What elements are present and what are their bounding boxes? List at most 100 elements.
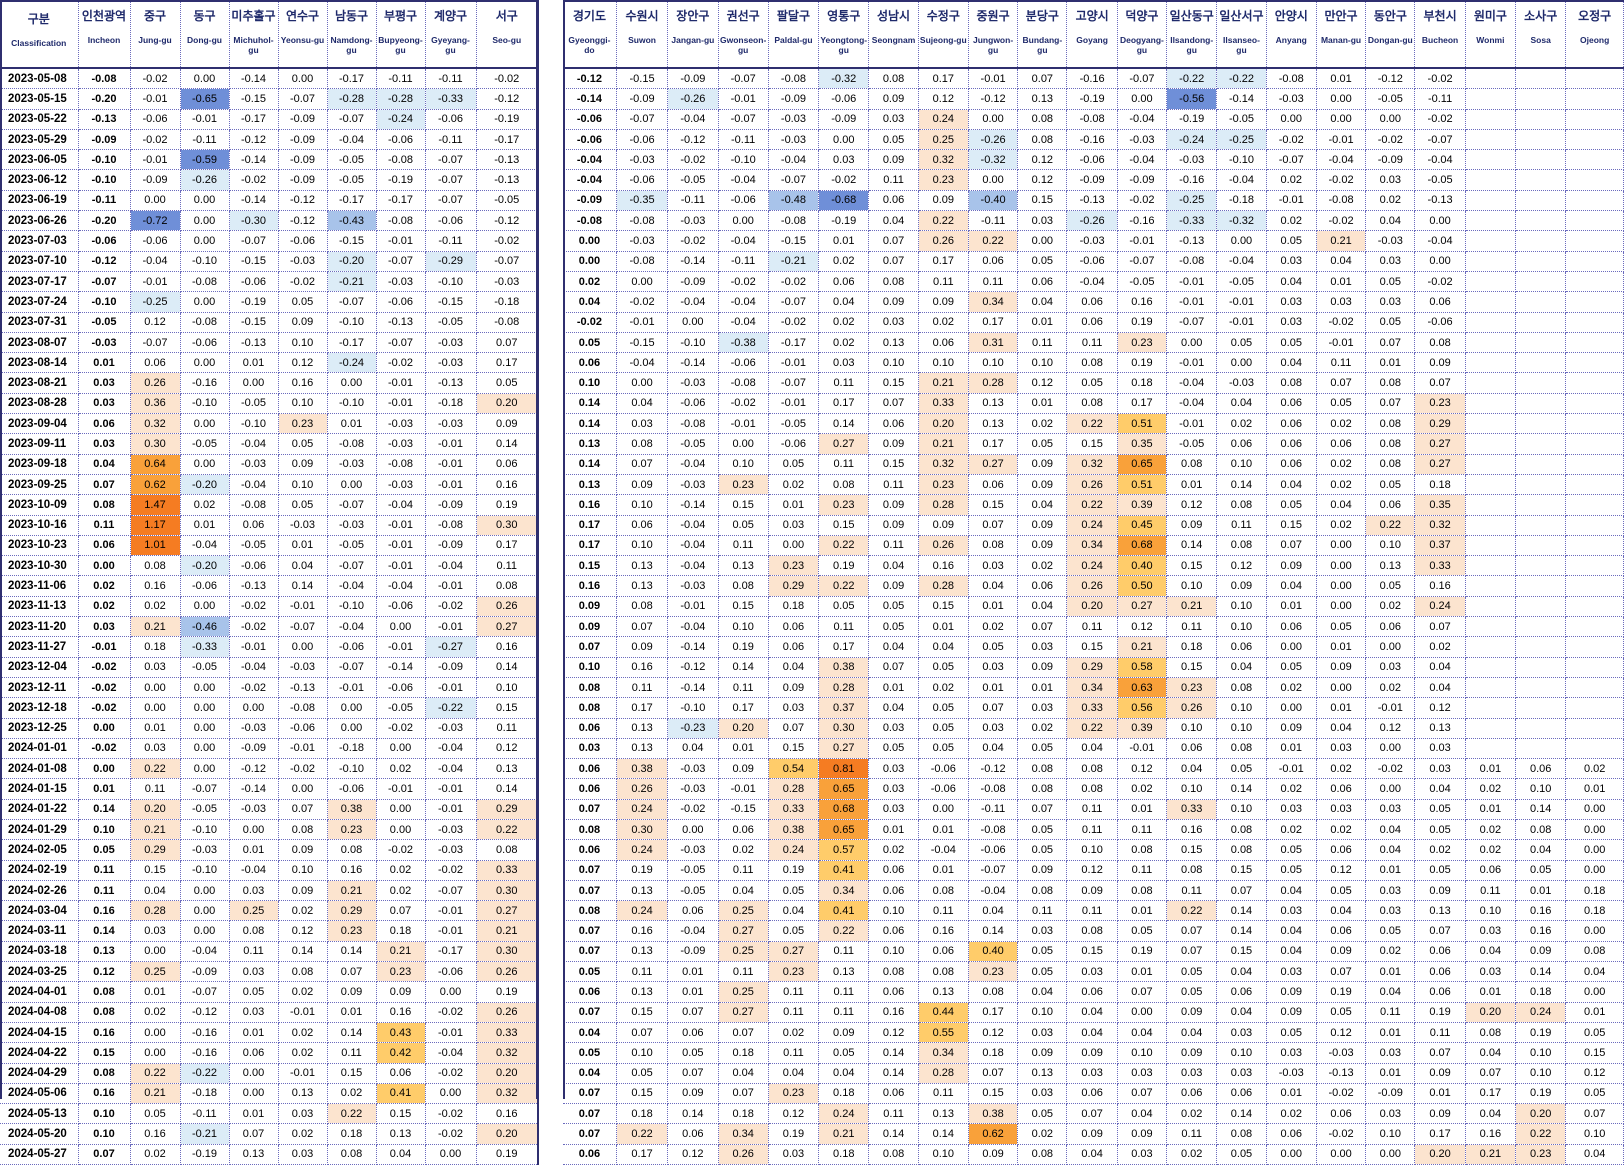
table-cell: 0.06 (229, 1042, 279, 1064)
table-cell: 0.00 (1414, 210, 1466, 232)
table-cell: -0.02 (1266, 129, 1317, 151)
table-cell: 0.36 (130, 393, 181, 415)
table-cell: -0.02 (425, 1103, 477, 1125)
table-cell: 0.00 (1365, 778, 1416, 800)
table-cell: 0.00 (180, 920, 230, 942)
table-cell: 0.02 (1565, 758, 1624, 780)
table-cell (1515, 596, 1567, 618)
table-cell (1565, 88, 1624, 110)
table-cell: 0.03 (868, 799, 919, 820)
table-cell: 0.24 (1066, 555, 1118, 577)
table-cell: 0.09 (1066, 880, 1118, 902)
table-cell: 0.13 (476, 758, 539, 780)
table-cell (1465, 738, 1517, 760)
table-row: 0.02 0.00 -0.09 -0.02 -0.02 0.06 0.08 0.11 0.11 0… (563, 271, 1624, 293)
table-cell: -0.01 (130, 149, 181, 171)
table-cell: 0.10 (1017, 352, 1068, 374)
table-cell: 0.33 (768, 799, 820, 820)
table-cell: 0.03 (968, 657, 1019, 678)
table-cell: -0.26 (1066, 210, 1118, 232)
table-cell: -0.09 (1365, 149, 1416, 171)
table-cell: 0.38 (616, 758, 669, 780)
table-cell: 0.08 (868, 68, 919, 90)
column-header-incheon: 인천광역 Incheon (78, 0, 131, 69)
table-cell: 0.07 (868, 251, 919, 272)
table-cell: -0.05 (667, 169, 719, 191)
table-cell: -0.03 (425, 332, 477, 354)
table-cell: 0.05 (1017, 839, 1068, 861)
table-cell: -0.02 (78, 738, 131, 760)
table-cell: 0.05 (1216, 758, 1267, 780)
table-cell: 0.57 (818, 839, 870, 861)
table-cell (1465, 291, 1517, 313)
table-cell: 0.02 (278, 1042, 328, 1064)
table-cell: -0.07 (425, 169, 477, 191)
table-cell: -0.07 (376, 251, 426, 272)
table-cell: 0.04 (1316, 718, 1367, 739)
table-cell: 0.27 (476, 616, 539, 638)
table-cell: 0.03 (1365, 880, 1416, 902)
table-cell: -0.12 (476, 210, 539, 232)
table-cell: 0.27 (476, 900, 539, 922)
table-cell: -0.02 (425, 1063, 477, 1084)
table-cell: 0.15 (1266, 515, 1317, 536)
table-cell: 0.29 (1414, 413, 1466, 435)
table-cell (1465, 210, 1517, 232)
table-cell: 0.06 (1266, 393, 1317, 415)
row-date: 2023-05-29 (0, 129, 79, 151)
table-cell: 0.02 (1316, 515, 1367, 536)
table-cell: 0.08 (1017, 109, 1068, 130)
table-row: -0.06 -0.06 -0.12 -0.11 -0.03 0.00 0.05 0.25 -0.… (563, 129, 1624, 151)
table-cell: -0.01 (376, 393, 426, 415)
table-cell: 0.07 (616, 1022, 669, 1044)
table-cell: -0.06 (968, 839, 1019, 861)
table-cell: 0.06 (718, 819, 769, 841)
table-cell: 0.10 (1117, 1042, 1168, 1064)
column-header-english: Paldal-gu (774, 35, 813, 45)
table-cell: -0.03 (768, 129, 820, 151)
table-cell: -0.03 (667, 474, 719, 496)
column-header-korean: 권선구 (726, 9, 760, 23)
table-cell: 0.10 (1515, 778, 1567, 800)
table-cell: 0.04 (78, 454, 131, 475)
table-cell: -0.10 (327, 393, 377, 415)
table-cell: -0.08 (1066, 109, 1118, 130)
table-row: 2024-02-26 0.11 0.04 0.00 0.03 0.09 0.21 0.02 -0… (0, 880, 539, 902)
table-cell: -0.40 (968, 190, 1019, 212)
table-cell: -0.07 (78, 271, 131, 293)
table-cell: -0.04 (1316, 149, 1367, 171)
table-cell: 0.00 (180, 291, 230, 313)
incheon-table: 구분 Classification 인천광역 Incheon 중구 Jung-gu 동구 Do… (0, 0, 539, 1165)
table-cell: 0.05 (1515, 860, 1567, 881)
table-cell: -0.02 (1316, 1123, 1367, 1145)
table-cell: -0.06 (376, 291, 426, 313)
table-row: 2024-03-18 0.13 0.00 -0.04 0.11 0.14 0.14 0.21-… (0, 941, 539, 963)
table-cell: -0.06 (918, 778, 969, 800)
table-cell: 0.00 (1266, 636, 1317, 658)
table-cell: 0.06 (1414, 981, 1466, 1003)
table-cell: -0.16 (1117, 210, 1168, 232)
table-cell (1515, 677, 1567, 699)
table-cell (1565, 210, 1624, 232)
table-cell: 0.05 (1266, 860, 1317, 881)
table-cell: -0.07 (768, 291, 820, 313)
table-cell: -0.02 (78, 657, 131, 678)
table-cell: 0.01 (918, 860, 969, 881)
row-date: 2023-09-11 (0, 433, 79, 455)
table-cell: 0.09 (868, 291, 919, 313)
table-cell: 0.03 (1365, 657, 1416, 678)
table-row: 0.07 0.15 0.07 0.27 0.11 0.11 0.16 0.44 0.17 0.10… (563, 1002, 1624, 1023)
table-cell: 0.02 (1166, 1103, 1218, 1125)
table-cell: 0.06 (1414, 291, 1466, 313)
table-cell: -0.10 (180, 251, 230, 272)
table-cell: 0.05 (667, 1042, 719, 1064)
table-cell: 0.09 (1266, 981, 1317, 1003)
table-cell: -0.10 (667, 332, 719, 354)
table-cell: 0.06 (563, 758, 617, 780)
table-cell: 0.05 (918, 718, 969, 739)
table-cell: 0.14 (1216, 1103, 1267, 1125)
table-cell: 0.18 (718, 1103, 769, 1125)
table-cell: 0.11 (968, 271, 1019, 293)
table-cell: 0.04 (1017, 291, 1068, 313)
column-header-bucheon: 부천시 Bucheon (1414, 0, 1466, 69)
